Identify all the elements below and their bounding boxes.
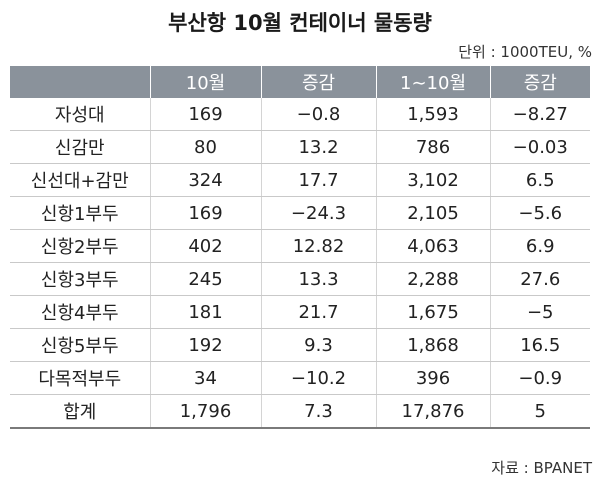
ytd-value: 4,063 (375, 229, 490, 263)
table-row: 다목적부두 34 −10.2 396 −0.9 (10, 361, 590, 395)
ytd-change: 6.5 (489, 163, 590, 197)
ytd-change: 16.5 (489, 328, 590, 362)
ytd-change: 5 (489, 394, 590, 429)
oct-change: 13.2 (260, 130, 376, 164)
oct-change: 7.3 (260, 394, 376, 429)
unit-note: 단위 : 1000TEU, % (458, 43, 592, 61)
ytd-value: 1,868 (375, 328, 490, 362)
ytd-value: 3,102 (375, 163, 490, 197)
ytd-change: −0.9 (489, 361, 590, 395)
ytd-value: 396 (375, 361, 490, 395)
ytd-value: 2,288 (375, 262, 490, 296)
header-cell-oct-change: 증감 (260, 66, 376, 98)
ytd-value: 786 (375, 130, 490, 164)
ytd-change: −5.6 (489, 196, 590, 230)
ytd-change: 27.6 (489, 262, 590, 296)
oct-change: −0.8 (260, 98, 376, 131)
oct-value: 181 (149, 295, 261, 329)
oct-change: 13.3 (260, 262, 376, 296)
ytd-value: 1,675 (375, 295, 490, 329)
terminal-name: 신항2부두 (10, 229, 150, 263)
terminal-name: 신항4부두 (10, 295, 150, 329)
header-cell-name (10, 66, 150, 98)
oct-change: −24.3 (260, 196, 376, 230)
header-cell-ytd: 1∼10월 (375, 66, 490, 98)
ytd-value: 2,105 (375, 196, 490, 230)
header-cell-oct: 10월 (149, 66, 261, 98)
terminal-name: 신선대+감만 (10, 163, 150, 197)
oct-change: 17.7 (260, 163, 376, 197)
total-row: 합계 1,796 7.3 17,876 5 (10, 394, 590, 429)
terminal-name: 신감만 (10, 130, 150, 164)
terminal-name: 신항3부두 (10, 262, 150, 296)
table-row: 신항4부두 181 21.7 1,675 −5 (10, 295, 590, 329)
terminal-name: 신항1부두 (10, 196, 150, 230)
oct-value: 34 (149, 361, 261, 395)
ytd-change: −8.27 (489, 98, 590, 131)
table-row: 자성대 169 −0.8 1,593 −8.27 (10, 98, 590, 131)
table-title: 부산항 10월 컨테이너 물동량 (168, 11, 432, 35)
oct-change: −10.2 (260, 361, 376, 395)
ytd-change: −0.03 (489, 130, 590, 164)
terminal-name: 자성대 (10, 98, 150, 131)
ytd-value: 17,876 (375, 394, 490, 429)
oct-value: 169 (149, 98, 261, 131)
header-cell-ytd-change: 증감 (489, 66, 590, 98)
oct-change: 21.7 (260, 295, 376, 329)
table-row: 신감만 80 13.2 786 −0.03 (10, 130, 590, 164)
ytd-change: 6.9 (489, 229, 590, 263)
oct-value: 245 (149, 262, 261, 296)
ytd-change: −5 (489, 295, 590, 329)
table-row: 신항3부두 245 13.3 2,288 27.6 (10, 262, 590, 296)
source-note: 자료 : BPANET (491, 459, 592, 477)
terminal-name: 다목적부두 (10, 361, 150, 395)
oct-value: 169 (149, 196, 261, 230)
table-row: 신항2부두 402 12.82 4,063 6.9 (10, 229, 590, 263)
data-table: 10월 증감 1∼10월 증감 자성대 169 −0.8 1,593 −8.27… (10, 66, 590, 429)
table-row: 신항5부두 192 9.3 1,868 16.5 (10, 328, 590, 362)
oct-value: 80 (149, 130, 261, 164)
oct-change: 9.3 (260, 328, 376, 362)
table-row: 신선대+감만 324 17.7 3,102 6.5 (10, 163, 590, 197)
ytd-value: 1,593 (375, 98, 490, 131)
terminal-name: 신항5부두 (10, 328, 150, 362)
terminal-name: 합계 (10, 394, 150, 429)
header-row: 10월 증감 1∼10월 증감 (10, 66, 590, 98)
oct-value: 402 (149, 229, 261, 263)
oct-change: 12.82 (260, 229, 376, 263)
oct-value: 324 (149, 163, 261, 197)
oct-value: 1,796 (149, 394, 261, 429)
oct-value: 192 (149, 328, 261, 362)
table-row: 신항1부두 169 −24.3 2,105 −5.6 (10, 196, 590, 230)
